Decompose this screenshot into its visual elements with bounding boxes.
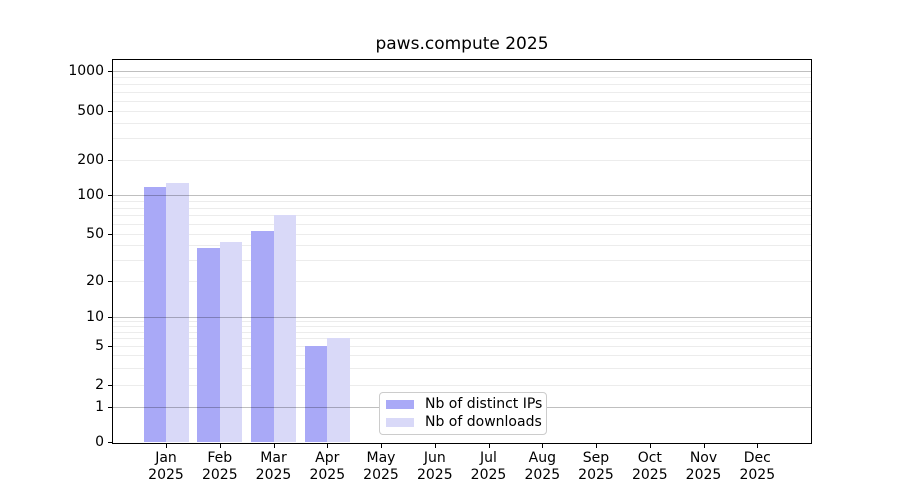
gridline-minor xyxy=(113,200,811,202)
gridline-minor xyxy=(113,245,811,247)
y-tick-label: 2 xyxy=(95,377,104,393)
x-tick-mark xyxy=(596,444,597,448)
x-tick-mark xyxy=(649,444,651,448)
gridline-minor xyxy=(113,83,811,85)
bar-distinct-ips-feb xyxy=(197,248,220,442)
gridline-major xyxy=(113,71,811,72)
gridline-minor xyxy=(113,111,811,112)
bar-distinct-ips-jan xyxy=(143,186,166,442)
y-tick-mark xyxy=(108,406,112,408)
gridline-major xyxy=(113,316,811,318)
gridline-minor xyxy=(113,355,811,357)
x-tick-mark xyxy=(166,444,167,448)
y-tick-mark xyxy=(108,385,112,386)
gridline-minor xyxy=(113,385,811,386)
gridline-minor xyxy=(113,345,811,347)
gridline-minor xyxy=(113,138,811,140)
y-tick-mark xyxy=(108,195,112,196)
gridline-minor xyxy=(113,260,811,262)
x-tick-label: Apr 2025 xyxy=(309,450,346,483)
y-tick-mark xyxy=(108,111,112,112)
gridline-minor xyxy=(113,223,811,225)
x-tick-mark xyxy=(703,444,705,448)
x-tick-label: Jun 2025 xyxy=(416,450,453,483)
gridline-minor xyxy=(113,122,811,124)
legend: Nb of distinct IPs Nb of downloads xyxy=(379,392,547,435)
x-tick-label: Aug 2025 xyxy=(524,450,561,483)
legend-label-downloads: Nb of downloads xyxy=(425,413,542,430)
gridline-minor xyxy=(113,100,811,102)
bar-downloads-jan xyxy=(166,182,189,442)
bar-distinct-ips-mar xyxy=(251,230,274,442)
x-tick-label: Dec 2025 xyxy=(739,450,776,483)
legend-swatch-downloads xyxy=(386,417,414,427)
bar-downloads-feb xyxy=(219,241,243,442)
y-tick-label: 1000 xyxy=(68,63,104,79)
plot-canvas xyxy=(113,60,811,443)
y-tick-label: 200 xyxy=(77,152,104,168)
y-tick-mark xyxy=(108,71,112,72)
gridline-major xyxy=(113,195,811,196)
bar-downloads-mar xyxy=(273,215,296,442)
gridline-minor xyxy=(113,367,811,369)
y-tick-mark xyxy=(108,442,112,443)
gridline-minor xyxy=(113,326,811,327)
legend-item-downloads: Nb of downloads xyxy=(386,413,542,430)
x-tick-mark xyxy=(381,444,382,448)
gridline-minor xyxy=(113,91,811,93)
bar-downloads-apr xyxy=(327,338,350,442)
x-tick-label: Feb 2025 xyxy=(201,450,238,483)
y-tick-label: 0 xyxy=(95,434,104,450)
gridline-minor xyxy=(113,77,811,79)
legend-swatch-distinct-ips xyxy=(386,400,414,410)
gridline-minor xyxy=(113,338,811,340)
x-tick-mark xyxy=(434,444,436,448)
gridline-minor xyxy=(113,331,811,333)
x-tick-mark xyxy=(542,444,544,448)
y-tick-label: 5 xyxy=(95,337,104,354)
y-tick-label: 10 xyxy=(86,308,104,325)
chart-title: paws.compute 2025 xyxy=(375,34,549,54)
x-tick-mark xyxy=(219,444,221,448)
x-tick-mark xyxy=(273,444,275,448)
y-tick-label: 500 xyxy=(77,103,104,119)
x-tick-mark xyxy=(327,444,329,448)
legend-item-distinct-ips: Nb of distinct IPs xyxy=(386,396,543,413)
y-tick-mark xyxy=(108,316,112,318)
x-tick-label: Jul 2025 xyxy=(470,450,507,483)
gridline-minor xyxy=(113,207,811,209)
x-tick-label: Oct 2025 xyxy=(631,450,668,483)
y-tick-mark xyxy=(108,160,112,161)
x-tick-mark xyxy=(757,444,759,448)
x-tick-mark xyxy=(488,444,490,448)
x-tick-label: Sep 2025 xyxy=(578,450,614,483)
x-tick-label: Nov 2025 xyxy=(685,450,722,483)
plot-area xyxy=(112,59,812,444)
legend-label-distinct-ips: Nb of distinct IPs xyxy=(425,396,543,413)
y-tick-label: 100 xyxy=(77,187,104,203)
y-tick-mark xyxy=(108,345,112,347)
gridline-minor xyxy=(113,234,811,235)
x-tick-label: May 2025 xyxy=(363,450,399,483)
gridline-minor xyxy=(113,281,811,282)
x-tick-label: Jan 2025 xyxy=(148,450,184,483)
y-tick-mark xyxy=(108,234,112,235)
bar-distinct-ips-apr xyxy=(304,345,328,442)
gridline-minor xyxy=(113,321,811,323)
x-tick-label: Mar 2025 xyxy=(255,450,292,483)
y-tick-label: 1 xyxy=(95,398,104,415)
gridline-minor xyxy=(113,160,811,161)
y-tick-label: 20 xyxy=(86,273,104,289)
y-tick-label: 50 xyxy=(86,226,104,242)
gridline-minor xyxy=(113,215,811,217)
y-tick-mark xyxy=(108,281,112,282)
